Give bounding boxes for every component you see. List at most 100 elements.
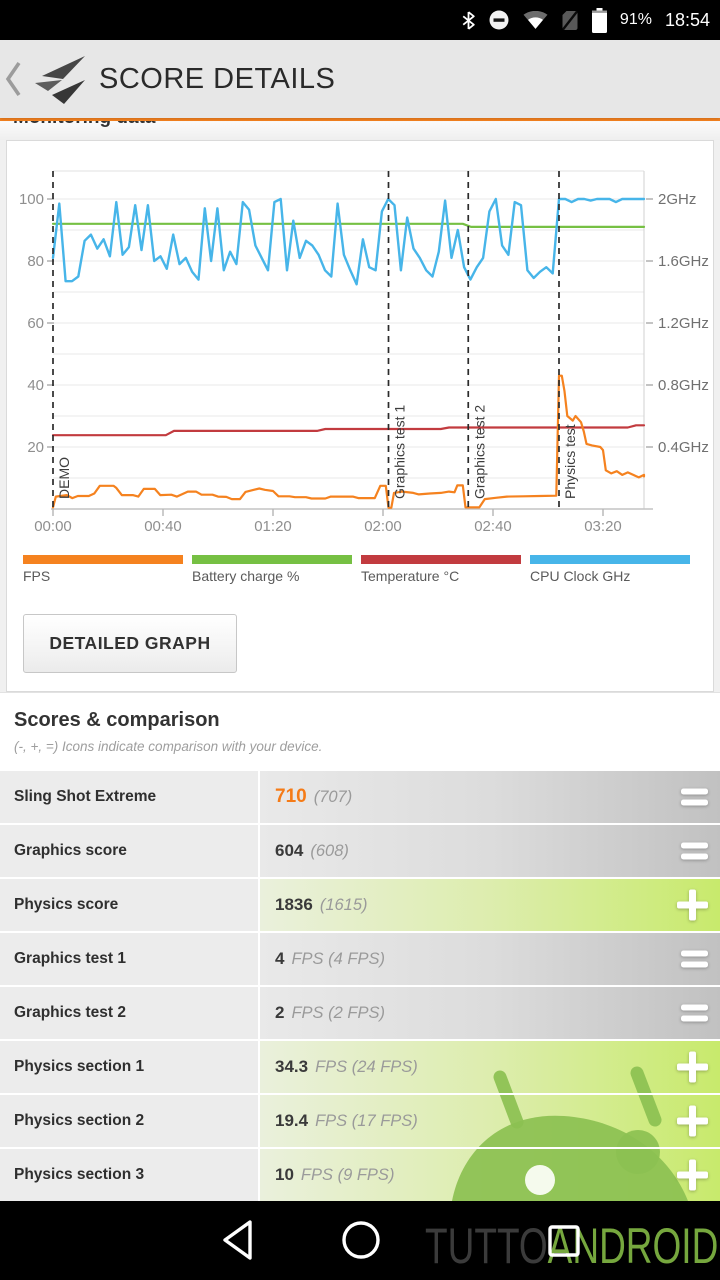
score-compare-value: (1615) [319,895,368,914]
no-sim-icon [561,10,578,30]
score-compare-value: (707) [313,787,353,806]
score-row-value-cell: 4 FPS (4 FPS) [260,933,720,985]
legend-label: Battery charge % [192,568,300,584]
svg-text:01:20: 01:20 [254,518,292,535]
score-value: 604 [275,841,304,860]
score-value: 710 [275,786,307,807]
score-compare-value: FPS (2 FPS) [291,1003,385,1022]
back-chevron-icon[interactable] [4,58,24,100]
score-compare-value: (608) [310,841,349,860]
legend-swatch [23,555,183,564]
legend-label: Temperature °C [361,568,460,584]
battery-percent: 91% [619,11,652,28]
legend-item: Battery charge % [192,555,352,584]
score-compare-value: FPS (9 FPS) [300,1165,395,1184]
svg-text:80: 80 [27,253,44,270]
score-row[interactable]: Sling Shot Extreme 710 (707) [0,771,720,823]
svg-text:02:00: 02:00 [364,518,402,535]
score-row-label: Graphics test 1 [0,933,258,985]
plus-icon [677,1105,708,1137]
android-robot-watermark-icon [452,1066,688,1201]
svg-text:00:40: 00:40 [144,518,182,535]
svg-text:2GHz: 2GHz [658,191,696,208]
score-row-value-cell: 604 (608) [260,825,720,877]
svg-text:02:40: 02:40 [474,518,512,535]
score-value: 10 [275,1165,294,1184]
status-bar: 91% 18:54 [0,0,720,40]
score-table: Sling Shot Extreme 710 (707) Graphics score… [0,771,720,1201]
plus-icon [677,1159,708,1191]
score-row-label: Physics section 2 [0,1095,258,1147]
scores-section-header: Scores & comparison (-, +, =) Icons indi… [0,692,720,771]
legend-swatch [361,555,521,564]
plus-icon [677,1051,708,1083]
legend-swatch [530,555,690,564]
android-nav-bar: TUTTOANDROID [0,1201,720,1280]
score-row[interactable]: Physics score 1836 (1615) [0,879,720,931]
score-row-label: Physics section 1 [0,1041,258,1093]
plus-icon [677,889,708,921]
score-row-label: Graphics score [0,825,258,877]
svg-text:0.8GHz: 0.8GHz [658,377,709,394]
app-header: SCORE DETAILS [0,40,720,118]
monitoring-data-tab[interactable]: Monitoring data [0,118,720,140]
score-compare-value: FPS (4 FPS) [291,949,385,968]
score-value: 2 [275,1003,285,1022]
svg-text:0.4GHz: 0.4GHz [658,439,709,456]
svg-text:03:20: 03:20 [584,518,622,535]
legend-item: FPS [23,555,183,584]
svg-text:1.2GHz: 1.2GHz [658,315,709,332]
score-row[interactable]: Graphics score 604 (608) [0,825,720,877]
battery-icon [591,7,607,33]
robot-eye [525,1165,555,1195]
svg-text:Graphics test 1: Graphics test 1 [392,405,408,499]
do-not-disturb-icon [489,10,509,30]
score-row-label: Graphics test 2 [0,987,258,1039]
score-value: 4 [275,949,285,968]
bluetooth-icon [462,10,475,30]
equals-icon [681,1004,708,1022]
svg-text:Graphics test 2: Graphics test 2 [471,405,487,499]
row-separator [430,1093,720,1095]
score-row-value-cell: 710 (707) [260,771,720,823]
detailed-graph-button[interactable]: DETAILED GRAPH [23,614,237,673]
nav-recents-icon[interactable] [547,1224,581,1258]
svg-text:60: 60 [27,315,44,332]
legend-item: Temperature °C [361,555,521,584]
nav-home-icon[interactable] [340,1219,382,1261]
score-value: 19.4 [275,1111,309,1130]
3dmark-logo-icon [35,56,85,104]
nav-back-icon[interactable] [221,1219,255,1261]
monitoring-data-label: Monitoring data [13,121,720,129]
score-row[interactable]: Graphics test 2 2 FPS (2 FPS) [0,987,720,1039]
svg-text:20: 20 [27,439,44,456]
equals-icon [681,842,708,860]
score-row-label: Physics score [0,879,258,931]
wifi-icon [523,10,548,29]
score-row-label: Sling Shot Extreme [0,771,258,823]
equals-icon [681,950,708,968]
legend-swatch [192,555,352,564]
svg-text:DEMO: DEMO [56,457,72,499]
status-time: 18:54 [664,9,710,30]
score-row[interactable]: Graphics test 1 4 FPS (4 FPS) [0,933,720,985]
score-row-label: Physics section 3 [0,1149,258,1201]
score-value: 34.3 [275,1057,309,1076]
score-value: 1836 [275,895,313,914]
legend-label: CPU Clock GHz [530,568,631,584]
score-row-value-cell: 2 FPS (2 FPS) [260,987,720,1039]
monitoring-chart: 20 40 60 80 100 0.4GHz 0.8GHz 1.2GHz 1.6GHz 2GHz 0… [19,170,709,535]
svg-text:40: 40 [27,377,44,394]
legend-label: FPS [23,568,51,584]
score-row-value-cell: 1836 (1615) [260,879,720,931]
score-compare-value: FPS (17 FPS) [315,1111,418,1130]
chart-legend: FPS Battery charge % Temperature °C CPU Clo… [23,555,699,584]
page-title: SCORE DETAILS [99,62,336,95]
svg-text:00:00: 00:00 [34,518,72,535]
svg-text:Physics test: Physics test [562,424,578,499]
row-separator [430,1147,720,1149]
scores-subtitle: (-, +, =) Icons indicate comparison with… [14,739,323,754]
equals-icon [681,788,708,806]
svg-text:100: 100 [19,191,44,208]
